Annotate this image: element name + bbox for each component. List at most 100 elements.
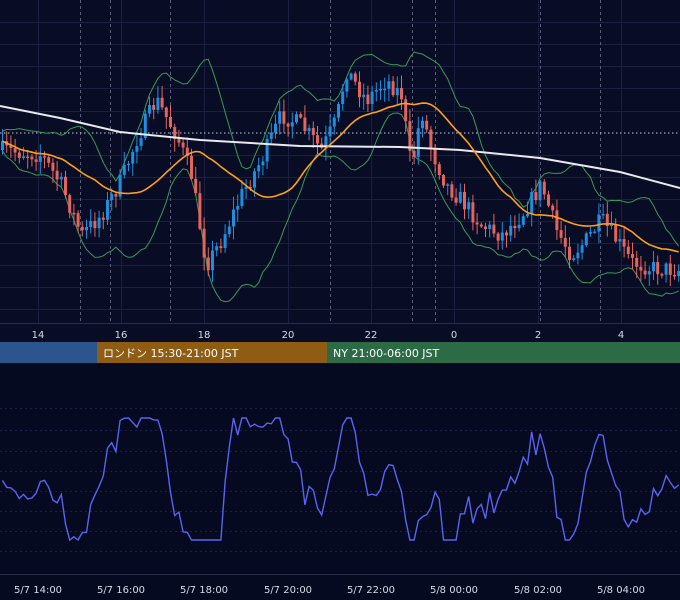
price-panel-bg [0, 0, 680, 323]
candle-body [517, 224, 521, 229]
candle-body [458, 191, 462, 203]
candle-body [341, 91, 345, 105]
candle-body [593, 231, 597, 234]
candle-body [387, 81, 391, 89]
session-segment [97, 342, 327, 363]
candle-body [416, 128, 420, 157]
candle-body [563, 237, 567, 247]
price-x-tick: 20 [282, 330, 295, 341]
candle-body [370, 91, 374, 105]
candle-body [610, 224, 613, 227]
candle-body [143, 113, 147, 139]
price-x-tick: 18 [198, 330, 211, 341]
candle-body [34, 159, 38, 162]
candle-body [559, 230, 563, 238]
candle-body [148, 105, 151, 114]
candle-body [198, 193, 202, 229]
candle-body [547, 194, 550, 206]
oscillator-x-tick: 5/8 04:00 [597, 585, 645, 596]
candle-body [164, 107, 168, 117]
candle-body [404, 99, 408, 122]
price-x-tick: 14 [32, 330, 45, 341]
candle-body [668, 263, 672, 275]
candle-body [328, 126, 332, 137]
candle-body [500, 232, 504, 241]
candle-body [492, 224, 496, 234]
candle-body [366, 94, 370, 105]
candle-body [17, 152, 21, 158]
candle-body [446, 184, 450, 186]
candles [1, 71, 680, 287]
candle-body [68, 195, 72, 213]
candle-body [89, 220, 93, 227]
candle-body [526, 214, 529, 217]
candle-body [110, 194, 114, 201]
candle-body [584, 233, 588, 246]
session-segment [0, 342, 97, 363]
candle-body [135, 146, 139, 152]
candle-body [391, 81, 395, 96]
candle-body [597, 214, 601, 232]
candle-body [421, 120, 424, 129]
long-moving-average [0, 105, 680, 189]
candle-body [605, 213, 609, 226]
candle-body [202, 228, 206, 258]
candle-body [219, 246, 223, 248]
candle-body [353, 73, 357, 82]
candle-body [122, 164, 126, 175]
candle-body [580, 245, 584, 253]
candle-body [181, 142, 185, 148]
candle-body [72, 212, 76, 215]
candle-body [467, 202, 471, 210]
candle-body [215, 246, 219, 251]
price-x-tick: 16 [115, 330, 128, 341]
candle-body [568, 246, 571, 260]
candle-body [232, 209, 235, 227]
candle-body [131, 151, 135, 164]
candle-body [177, 139, 181, 143]
price-x-axis [0, 323, 680, 342]
candle-body [639, 266, 643, 271]
candle-body [127, 163, 130, 166]
candle-body [332, 117, 336, 127]
candle-body [64, 176, 67, 196]
oscillator-line [1, 417, 680, 542]
candle-body [450, 184, 454, 198]
candle-body [337, 104, 340, 118]
oscillator-grid [0, 408, 680, 552]
price-grid [0, 0, 680, 323]
price-x-tick: 4 [618, 330, 624, 341]
candle-body [345, 79, 349, 92]
candle-body [282, 111, 286, 124]
candle-body [660, 274, 664, 276]
oscillator-panel-bg [0, 366, 680, 574]
candle-body [316, 135, 319, 144]
candle-body [55, 170, 59, 180]
oscillator-x-tick: 5/7 22:00 [347, 585, 395, 596]
candle-body [618, 239, 622, 242]
candle-body [488, 224, 492, 230]
candle-body [1, 141, 4, 150]
oscillator-x-tick: 5/7 14:00 [14, 585, 62, 596]
candle-body [206, 257, 210, 271]
candle-body [248, 186, 252, 189]
candle-body [509, 225, 513, 236]
candle-body [38, 156, 42, 162]
candle-body [513, 225, 517, 229]
candle-body [589, 232, 592, 234]
candle-body [51, 162, 55, 171]
candle-body [408, 121, 412, 151]
candle-body [521, 216, 525, 225]
candle-body [13, 148, 17, 153]
oscillator-x-tick: 5/8 02:00 [514, 585, 562, 596]
candle-body [59, 176, 63, 180]
candle-body [433, 149, 437, 165]
candle-body [576, 252, 580, 259]
candle-body [269, 132, 273, 139]
candle-body [484, 226, 487, 230]
candle-body [626, 246, 630, 255]
candle-body [622, 239, 626, 247]
candle-body [437, 164, 441, 175]
candle-body [236, 205, 240, 210]
